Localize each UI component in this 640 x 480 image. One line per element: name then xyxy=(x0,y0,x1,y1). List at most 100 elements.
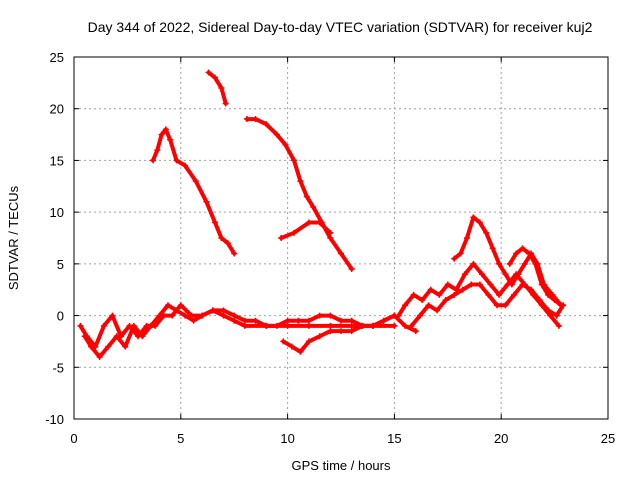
data-point xyxy=(263,322,270,329)
data-point xyxy=(220,307,227,314)
x-axis-label: GPS time / hours xyxy=(292,458,391,473)
x-tick-labels: 0 5 10 15 20 25 xyxy=(70,431,615,446)
data-point xyxy=(241,317,248,324)
x-tick-label: 0 xyxy=(70,431,77,446)
x-tick-label: 25 xyxy=(601,431,615,446)
data-point xyxy=(558,302,565,309)
data-point xyxy=(81,333,88,340)
data-point xyxy=(96,353,103,360)
data-point xyxy=(502,302,509,309)
data-point xyxy=(348,328,355,335)
data-point xyxy=(310,203,317,210)
series-arc-2 xyxy=(206,70,228,106)
data-point xyxy=(316,333,323,340)
data-point xyxy=(417,312,424,319)
y-tick-label: -10 xyxy=(45,412,64,427)
data-point xyxy=(444,281,451,288)
data-point xyxy=(476,219,483,226)
series-arc-4 xyxy=(279,220,333,240)
data-point xyxy=(545,307,552,314)
series-arc-1 xyxy=(151,127,237,256)
y-tick-label: 15 xyxy=(50,153,64,168)
data-point xyxy=(348,322,355,329)
data-point xyxy=(513,250,520,257)
data-point xyxy=(252,317,259,324)
x-tick-label: 20 xyxy=(494,431,508,446)
data-point xyxy=(203,198,210,205)
data-point xyxy=(402,302,409,309)
data-point xyxy=(182,162,189,169)
data-point xyxy=(139,333,146,340)
data-point xyxy=(105,343,112,350)
data-point xyxy=(412,328,419,335)
data-point xyxy=(218,85,225,92)
data-point xyxy=(338,250,344,257)
data-point xyxy=(147,322,154,329)
data-point xyxy=(551,297,558,304)
data-point xyxy=(555,322,562,329)
data-point xyxy=(211,74,218,81)
data-point xyxy=(459,286,466,293)
data-point xyxy=(211,219,218,226)
data-point xyxy=(164,302,171,309)
data-point xyxy=(297,178,304,185)
data-point xyxy=(263,121,270,128)
chart-title: Day 344 of 2022, Sidereal Day-to-day VTE… xyxy=(88,19,593,35)
data-point xyxy=(282,141,289,148)
data-point xyxy=(391,322,398,329)
data-point xyxy=(284,317,291,324)
data-point xyxy=(528,286,535,293)
data-point xyxy=(297,348,304,355)
data-point xyxy=(273,322,280,329)
data-point xyxy=(496,291,503,298)
data-point xyxy=(291,157,298,164)
data-point xyxy=(252,116,259,123)
data-point xyxy=(327,328,334,335)
data-point xyxy=(532,260,539,267)
data-point xyxy=(338,317,344,324)
data-point xyxy=(130,322,137,329)
data-point xyxy=(502,271,509,278)
data-point xyxy=(519,281,526,288)
data-point xyxy=(395,312,402,319)
data-point xyxy=(231,312,238,319)
data-point xyxy=(511,291,518,298)
data-point xyxy=(224,240,231,247)
data-point xyxy=(419,297,426,304)
data-point xyxy=(273,131,280,138)
data-point xyxy=(380,317,387,324)
data-point xyxy=(220,312,227,319)
data-point xyxy=(545,291,552,298)
data-point xyxy=(177,302,184,309)
data-point xyxy=(476,281,483,288)
data-point xyxy=(470,214,477,221)
data-point xyxy=(305,338,312,345)
data-point xyxy=(427,286,434,293)
data-point xyxy=(457,250,464,257)
y-tick-label: 20 xyxy=(50,102,64,117)
data-point xyxy=(338,328,344,335)
data-point xyxy=(244,116,251,123)
data-point xyxy=(451,255,458,262)
data-point xyxy=(150,157,157,164)
data-point xyxy=(280,338,287,345)
data-point xyxy=(521,260,528,267)
data-point xyxy=(113,333,120,340)
x-tick-label: 10 xyxy=(280,431,294,446)
series-arc-7 xyxy=(281,313,418,354)
y-tick-label: -5 xyxy=(52,360,64,375)
data-point xyxy=(538,281,545,288)
data-point xyxy=(327,312,334,319)
data-point xyxy=(109,312,116,319)
data-point xyxy=(278,235,285,241)
data-point xyxy=(478,271,485,278)
data-point xyxy=(485,291,492,298)
data-point xyxy=(436,291,443,298)
y-axis-label: SDTVAR / TECUs xyxy=(6,185,21,290)
data-point xyxy=(305,219,312,226)
y-tick-label: 5 xyxy=(57,257,64,272)
data-point xyxy=(295,317,302,324)
data-point xyxy=(496,260,503,267)
data-point xyxy=(464,235,471,241)
